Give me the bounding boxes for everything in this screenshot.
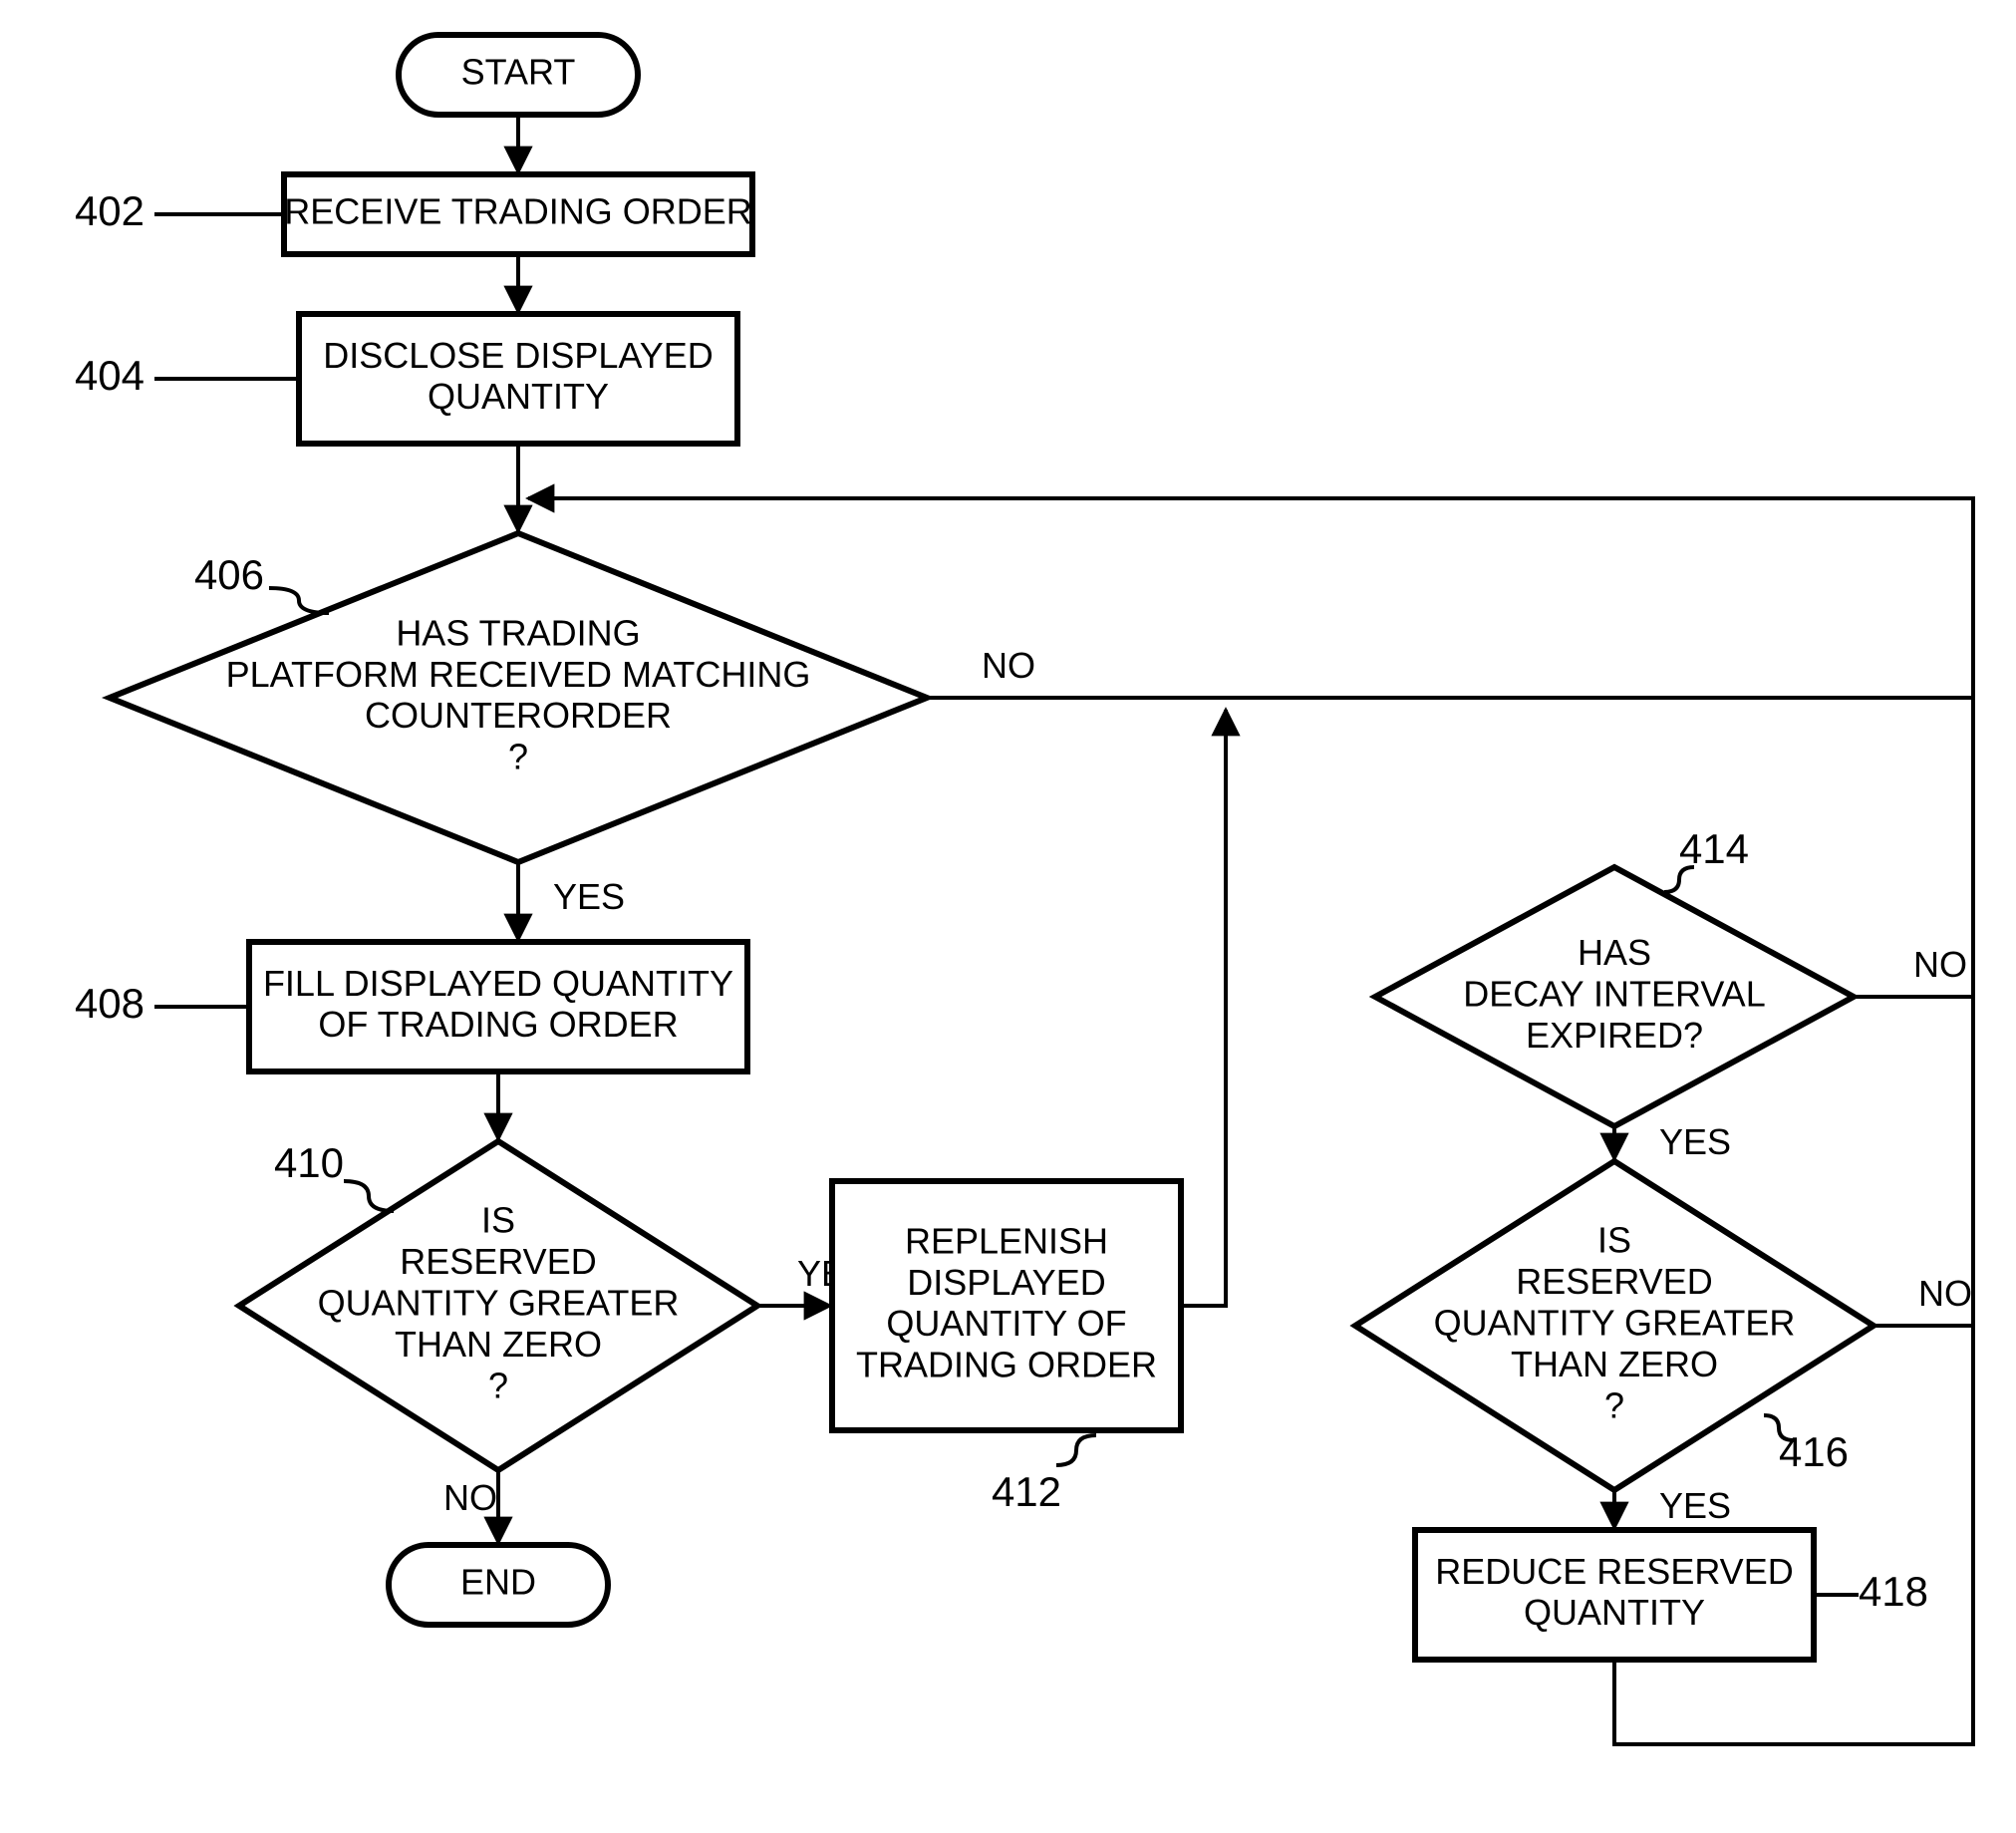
node-text: QUANTITY bbox=[1524, 1592, 1705, 1633]
node-text: IS bbox=[1597, 1220, 1631, 1261]
edge-label: NO bbox=[982, 645, 1035, 686]
node-text: FILL DISPLAYED QUANTITY bbox=[263, 963, 733, 1004]
edge-label: YES bbox=[1659, 1121, 1731, 1162]
flowchart: YESYESNONONONOYESYESSTARTRECEIVE TRADING… bbox=[0, 0, 2016, 1833]
node-text: EXPIRED? bbox=[1526, 1015, 1703, 1056]
node-text: ? bbox=[1604, 1384, 1624, 1425]
node-text: DISCLOSE DISPLAYED bbox=[323, 335, 713, 376]
node-text: DECAY INTERVAL bbox=[1463, 974, 1765, 1015]
node-text: QUANTITY bbox=[428, 376, 609, 417]
node-text: QUANTITY GREATER bbox=[1434, 1303, 1796, 1344]
node-text: ? bbox=[508, 737, 528, 777]
ref-label: 412 bbox=[992, 1468, 1061, 1515]
edge-label: YES bbox=[1659, 1485, 1731, 1526]
label-tick bbox=[1056, 1435, 1096, 1465]
label-tick bbox=[269, 588, 329, 613]
ref-label: 406 bbox=[194, 551, 264, 598]
ref-label: 418 bbox=[1859, 1568, 1928, 1615]
edge-label: NO bbox=[1913, 944, 1967, 985]
node-text: END bbox=[460, 1562, 536, 1603]
e-412-up bbox=[1181, 710, 1226, 1306]
edge-label: YES bbox=[553, 876, 625, 917]
node-text: HAS TRADING bbox=[396, 612, 640, 653]
node-text: REPLENISH bbox=[905, 1220, 1108, 1261]
edge-label: NO bbox=[1918, 1273, 1972, 1314]
node-text: RECEIVE TRADING ORDER bbox=[284, 191, 751, 232]
node-text: START bbox=[461, 52, 576, 93]
node-text: RESERVED bbox=[1516, 1261, 1712, 1302]
node-text: COUNTERORDER bbox=[365, 695, 672, 736]
ref-label: 402 bbox=[75, 187, 144, 234]
edge-label: NO bbox=[443, 1477, 497, 1518]
node-text: DISPLAYED bbox=[907, 1262, 1105, 1303]
node-text: PLATFORM RECEIVED MATCHING bbox=[226, 654, 811, 695]
label-tick bbox=[344, 1181, 394, 1211]
ref-label: 410 bbox=[274, 1139, 344, 1186]
node-text: THAN ZERO bbox=[395, 1324, 602, 1365]
ref-label: 416 bbox=[1779, 1428, 1849, 1475]
node-text: QUANTITY GREATER bbox=[318, 1283, 680, 1324]
node-text: THAN ZERO bbox=[1511, 1344, 1718, 1384]
node-text: IS bbox=[481, 1200, 515, 1241]
node-text: REDUCE RESERVED bbox=[1435, 1551, 1793, 1592]
node-text: QUANTITY OF bbox=[886, 1303, 1126, 1344]
ref-label: 414 bbox=[1679, 825, 1749, 872]
node-text: HAS bbox=[1578, 932, 1651, 973]
node-text: ? bbox=[488, 1365, 508, 1405]
node-text: OF TRADING ORDER bbox=[318, 1004, 678, 1045]
node-text: TRADING ORDER bbox=[856, 1345, 1157, 1385]
ref-label: 408 bbox=[75, 980, 144, 1027]
node-text: RESERVED bbox=[400, 1241, 596, 1282]
ref-label: 404 bbox=[75, 352, 144, 399]
